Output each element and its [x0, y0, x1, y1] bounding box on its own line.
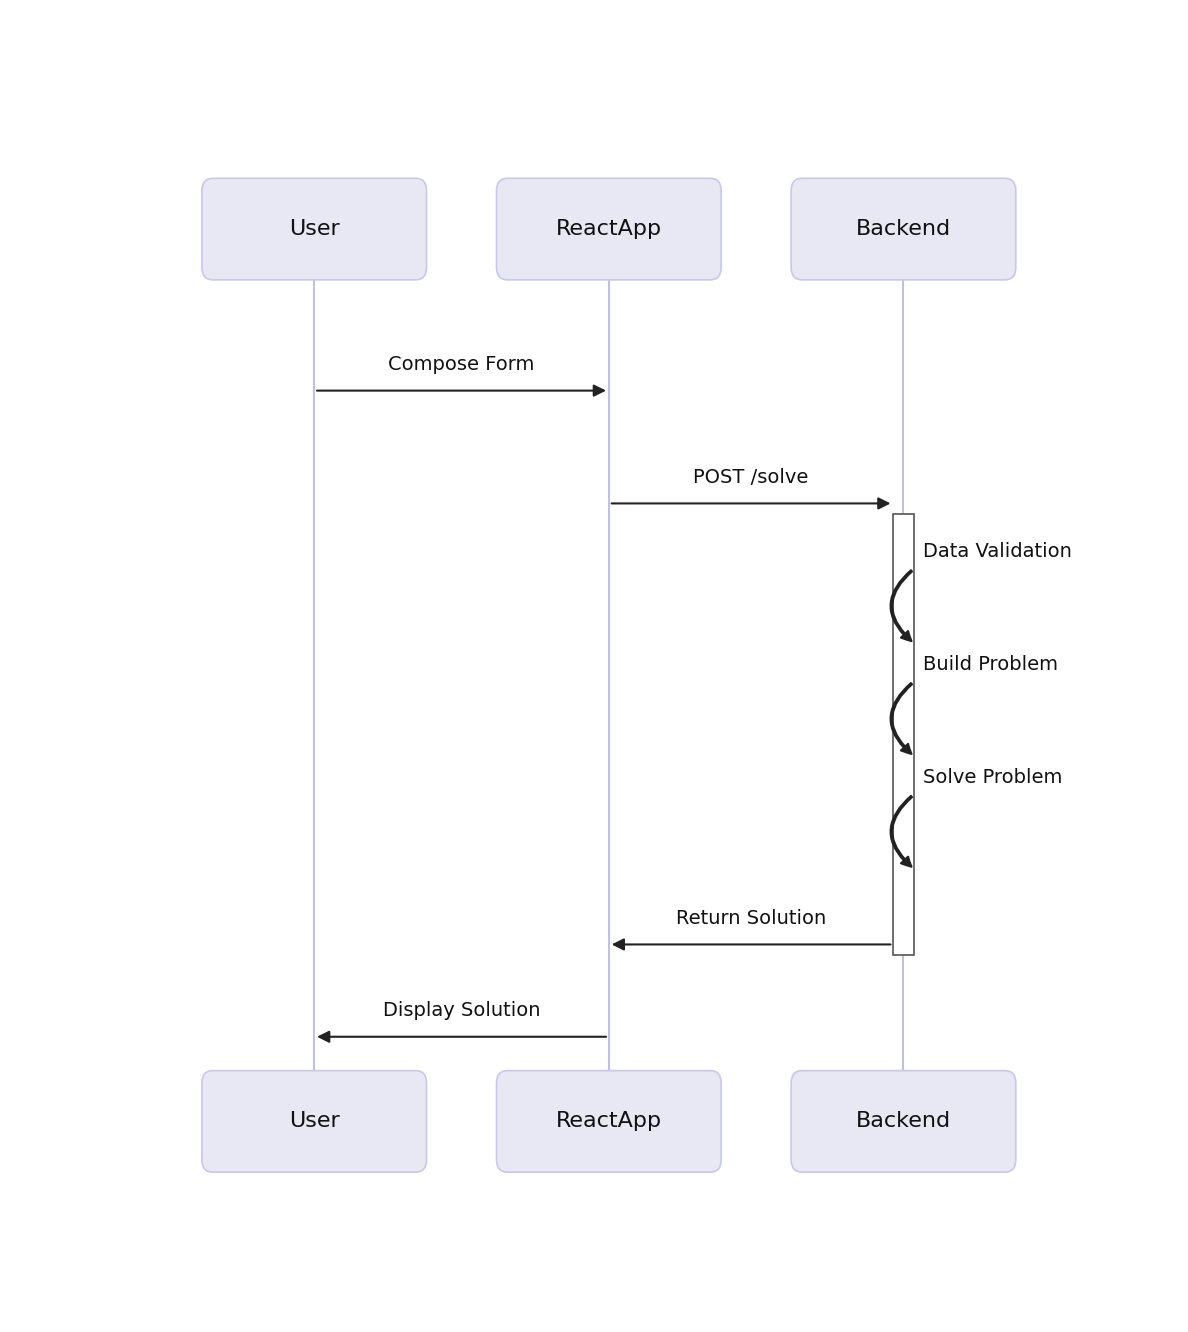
FancyBboxPatch shape	[893, 514, 914, 955]
FancyArrowPatch shape	[891, 683, 912, 754]
Text: Backend: Backend	[855, 218, 952, 238]
Text: Build Problem: Build Problem	[923, 655, 1057, 674]
Text: User: User	[289, 1111, 340, 1131]
Text: User: User	[289, 218, 340, 238]
FancyBboxPatch shape	[791, 1071, 1016, 1172]
Text: Backend: Backend	[855, 1111, 952, 1131]
FancyBboxPatch shape	[497, 1071, 721, 1172]
Text: Solve Problem: Solve Problem	[923, 767, 1062, 786]
FancyBboxPatch shape	[202, 1071, 426, 1172]
FancyBboxPatch shape	[497, 178, 721, 280]
FancyArrowPatch shape	[891, 797, 912, 867]
FancyArrowPatch shape	[891, 570, 912, 641]
Text: ReactApp: ReactApp	[556, 218, 662, 238]
FancyBboxPatch shape	[202, 178, 426, 280]
Text: POST /solve: POST /solve	[694, 468, 809, 488]
FancyBboxPatch shape	[791, 178, 1016, 280]
Text: Display Solution: Display Solution	[383, 1002, 541, 1020]
Text: Return Solution: Return Solution	[676, 908, 826, 928]
Text: Compose Form: Compose Form	[388, 356, 535, 374]
Text: ReactApp: ReactApp	[556, 1111, 662, 1131]
Text: Data Validation: Data Validation	[923, 542, 1072, 561]
